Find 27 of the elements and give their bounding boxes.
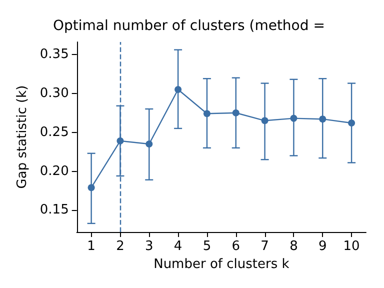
x-tick-label: 1 — [87, 239, 96, 254]
x-tick-label: 10 — [343, 239, 360, 254]
x-tick-label: 2 — [116, 239, 124, 254]
x-tick-label: 4 — [174, 239, 182, 254]
y-tick-label: 0.30 — [40, 86, 69, 101]
x-tick-label: 8 — [290, 239, 298, 254]
point — [261, 117, 268, 124]
point — [319, 116, 326, 123]
x-tick-label: 7 — [260, 239, 269, 254]
point — [146, 140, 153, 148]
chart-title: Optimal number of clusters (method = — [53, 18, 325, 34]
point — [88, 184, 95, 192]
x-tick-label: 3 — [144, 239, 154, 254]
y-tick-label: 0.15 — [40, 202, 69, 218]
point — [348, 119, 356, 126]
y-tick-label: 0.20 — [40, 164, 69, 179]
y-tick-label: 0.35 — [40, 46, 69, 62]
point — [290, 114, 298, 122]
point — [232, 109, 240, 116]
point — [203, 110, 210, 118]
x-tick-label: 5 — [202, 239, 212, 254]
y-tick-label: 0.25 — [40, 124, 69, 140]
point — [174, 86, 182, 93]
x-tick-label: 6 — [232, 239, 240, 254]
y-axis-title: Gap statistic (k) — [15, 85, 30, 189]
x-tick-label: 9 — [318, 239, 327, 254]
x-axis-title: Number of clusters k — [154, 257, 290, 272]
